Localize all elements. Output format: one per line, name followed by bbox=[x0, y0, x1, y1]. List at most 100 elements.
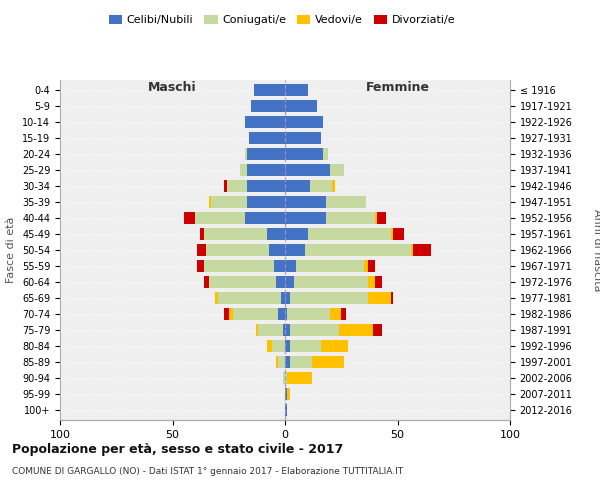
Bar bbox=[285, 292, 290, 304]
Bar bbox=[281, 292, 285, 304]
Bar bbox=[393, 228, 404, 240]
Bar bbox=[310, 180, 332, 192]
Bar bbox=[321, 340, 348, 352]
Bar bbox=[218, 292, 281, 304]
Bar bbox=[240, 164, 247, 176]
Bar bbox=[271, 340, 285, 352]
Bar bbox=[285, 308, 287, 320]
Bar bbox=[294, 276, 368, 288]
Bar bbox=[285, 356, 290, 368]
Bar bbox=[269, 244, 285, 256]
Bar bbox=[411, 244, 413, 256]
Bar bbox=[245, 212, 285, 224]
Bar bbox=[285, 100, 317, 112]
Bar bbox=[227, 180, 247, 192]
Bar bbox=[251, 100, 285, 112]
Bar bbox=[285, 84, 308, 96]
Bar bbox=[249, 132, 285, 143]
Bar bbox=[197, 260, 204, 272]
Bar bbox=[285, 388, 287, 400]
Bar bbox=[224, 180, 227, 192]
Bar bbox=[204, 228, 267, 240]
Bar bbox=[245, 148, 247, 160]
Bar bbox=[209, 276, 276, 288]
Bar bbox=[368, 292, 391, 304]
Bar bbox=[285, 324, 290, 336]
Text: COMUNE DI GARGALLO (NO) - Dati ISTAT 1° gennaio 2017 - Elaborazione TUTTITALIA.I: COMUNE DI GARGALLO (NO) - Dati ISTAT 1° … bbox=[12, 468, 403, 476]
Bar bbox=[247, 196, 285, 208]
Bar bbox=[258, 324, 283, 336]
Bar bbox=[204, 276, 209, 288]
Bar bbox=[276, 356, 278, 368]
Bar bbox=[308, 228, 391, 240]
Bar bbox=[375, 276, 382, 288]
Y-axis label: Anni di nascita: Anni di nascita bbox=[592, 208, 600, 291]
Bar bbox=[204, 260, 274, 272]
Bar bbox=[330, 308, 341, 320]
Bar bbox=[229, 308, 233, 320]
Bar bbox=[211, 196, 247, 208]
Bar bbox=[290, 324, 339, 336]
Bar bbox=[325, 212, 375, 224]
Bar bbox=[373, 324, 382, 336]
Bar bbox=[247, 164, 285, 176]
Bar bbox=[278, 308, 285, 320]
Bar bbox=[290, 340, 321, 352]
Bar bbox=[375, 212, 377, 224]
Bar bbox=[332, 180, 335, 192]
Bar bbox=[209, 196, 211, 208]
Bar bbox=[256, 324, 258, 336]
Bar bbox=[195, 212, 245, 224]
Bar bbox=[278, 356, 285, 368]
Bar bbox=[247, 148, 285, 160]
Bar bbox=[285, 404, 287, 416]
Bar bbox=[206, 244, 269, 256]
Bar bbox=[285, 196, 325, 208]
Bar bbox=[339, 324, 373, 336]
Bar bbox=[285, 164, 330, 176]
Bar bbox=[330, 164, 343, 176]
Bar bbox=[274, 260, 285, 272]
Bar bbox=[341, 308, 346, 320]
Bar bbox=[233, 308, 278, 320]
Bar bbox=[285, 276, 294, 288]
Bar bbox=[285, 180, 310, 192]
Bar bbox=[285, 260, 296, 272]
Bar bbox=[285, 244, 305, 256]
Bar bbox=[184, 212, 195, 224]
Bar bbox=[199, 228, 204, 240]
Bar bbox=[285, 132, 321, 143]
Bar bbox=[368, 276, 375, 288]
Bar bbox=[276, 276, 285, 288]
Bar bbox=[283, 372, 285, 384]
Bar bbox=[247, 180, 285, 192]
Bar bbox=[245, 116, 285, 128]
Bar bbox=[285, 340, 290, 352]
Bar bbox=[287, 372, 312, 384]
Bar bbox=[285, 116, 323, 128]
Bar bbox=[364, 260, 368, 272]
Bar bbox=[215, 292, 218, 304]
Bar bbox=[391, 292, 393, 304]
Bar bbox=[323, 148, 328, 160]
Text: Popolazione per età, sesso e stato civile - 2017: Popolazione per età, sesso e stato civil… bbox=[12, 442, 343, 456]
Bar bbox=[312, 356, 343, 368]
Bar bbox=[285, 228, 308, 240]
Bar bbox=[267, 340, 271, 352]
Bar bbox=[254, 84, 285, 96]
Bar bbox=[197, 244, 206, 256]
Y-axis label: Fasce di età: Fasce di età bbox=[7, 217, 16, 283]
Bar bbox=[305, 244, 411, 256]
Bar bbox=[287, 388, 290, 400]
Text: Femmine: Femmine bbox=[365, 81, 430, 94]
Bar bbox=[224, 308, 229, 320]
Bar bbox=[285, 148, 323, 160]
Bar bbox=[285, 372, 287, 384]
Bar bbox=[290, 356, 312, 368]
Bar bbox=[287, 308, 330, 320]
Bar bbox=[285, 212, 325, 224]
Legend: Celibi/Nubili, Coniugati/e, Vedovi/e, Divorziati/e: Celibi/Nubili, Coniugati/e, Vedovi/e, Di… bbox=[104, 10, 460, 30]
Bar bbox=[290, 292, 368, 304]
Bar bbox=[368, 260, 375, 272]
Bar bbox=[283, 324, 285, 336]
